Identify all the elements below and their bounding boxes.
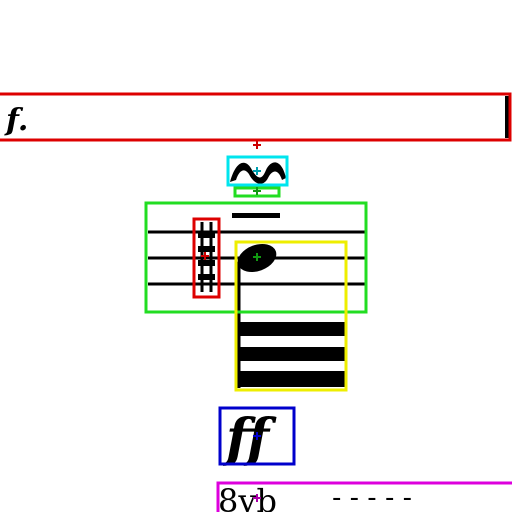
octave-dash: - - - - - <box>332 483 412 512</box>
octave-line-box <box>216 481 512 512</box>
marker-rehearsal <box>253 141 261 149</box>
rehearsal-mark-box <box>0 92 512 142</box>
note-flags <box>239 322 345 387</box>
trill-ornament <box>230 162 286 184</box>
marker-dynamic <box>253 432 261 440</box>
trill-ornament-box <box>226 155 289 187</box>
octave-text: 8vb <box>218 482 277 512</box>
note-with-flags-box <box>234 240 348 392</box>
marker-stem <box>253 187 261 195</box>
staff-region-box <box>144 201 368 314</box>
marker-trill <box>253 167 261 175</box>
dynamic-ff-box <box>218 406 296 466</box>
accidental-box <box>192 217 221 299</box>
marker-octave <box>253 494 261 502</box>
ledger-line <box>232 213 280 218</box>
barline-mark <box>505 96 509 138</box>
marker-accidental <box>201 252 209 260</box>
dynamic-ff: ff <box>222 408 277 469</box>
rehearsal-text: f. <box>4 103 28 138</box>
marker-notehead <box>253 253 261 261</box>
